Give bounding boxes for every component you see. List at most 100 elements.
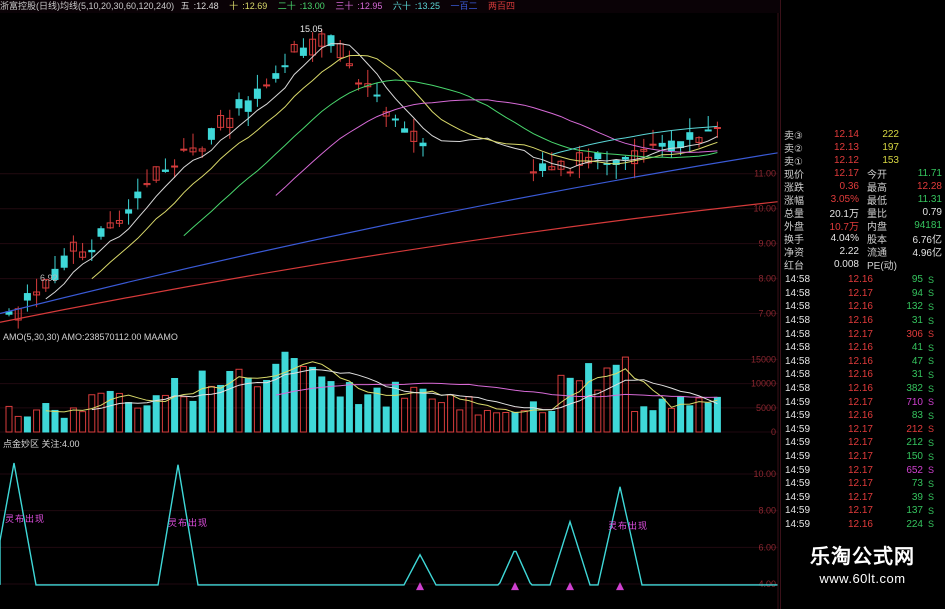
tick-trade-list[interactable]: 14:58 12.16 95 S 14:58 12.17 94 S 14:58 12.16 132 S… bbox=[781, 273, 945, 531]
tick-volume: 212 bbox=[906, 423, 923, 435]
stat-value-right: 6.76亿 bbox=[912, 235, 942, 246]
indicator-label: 点金妙区 关注:4.00 bbox=[3, 439, 80, 449]
ask-volume: 153 bbox=[882, 155, 899, 166]
volume-chart-panel[interactable]: AMO(5,30,30) AMO:238570112.00 MAAMO 1500… bbox=[0, 331, 780, 436]
svg-text:11.00: 11.00 bbox=[754, 169, 776, 179]
tick-row[interactable]: 14:58 12.16 95 S bbox=[781, 273, 945, 287]
tick-row[interactable]: 14:58 12.16 31 S bbox=[781, 314, 945, 328]
tick-row[interactable]: 14:59 12.17 137 S bbox=[781, 504, 945, 518]
tick-row[interactable]: 14:59 12.16 83 S bbox=[781, 409, 945, 423]
signal-label-3: 灵布出现 bbox=[608, 521, 649, 531]
tick-time: 14:58 bbox=[785, 383, 811, 395]
tick-row[interactable]: 14:58 12.16 382 S bbox=[781, 382, 945, 396]
ask-order-row[interactable]: 卖③ 12.14 222 bbox=[781, 128, 945, 142]
svg-text:8.00: 8.00 bbox=[758, 506, 776, 516]
tick-price: 12.16 bbox=[847, 355, 873, 367]
tick-row[interactable]: 14:59 12.17 652 S bbox=[781, 463, 945, 477]
tick-row[interactable]: 14:59 12.17 150 S bbox=[781, 450, 945, 464]
tick-flag-icon: S bbox=[927, 369, 934, 380]
ask-label: 卖③ bbox=[784, 131, 803, 142]
tick-row[interactable]: 14:58 12.16 132 S bbox=[781, 300, 945, 314]
ask-price: 12.14 bbox=[833, 129, 859, 140]
svg-text:10000: 10000 bbox=[751, 379, 776, 389]
price-chart-panel[interactable]: 11.00 10.00 9.00 8.00 7.00 15.05 6.92 bbox=[0, 13, 780, 331]
tick-flag-icon: S bbox=[927, 342, 934, 353]
tick-price: 12.17 bbox=[847, 451, 873, 463]
tick-row[interactable]: 14:58 12.16 31 S bbox=[781, 368, 945, 382]
tick-row[interactable]: 14:59 12.17 710 S bbox=[781, 395, 945, 409]
tick-flag-icon: S bbox=[927, 410, 934, 421]
tick-volume: 47 bbox=[911, 355, 923, 367]
tick-row[interactable]: 14:59 12.17 212 S bbox=[781, 423, 945, 437]
tick-row[interactable]: 14:58 12.16 41 S bbox=[781, 341, 945, 355]
ask-price: 12.12 bbox=[833, 155, 859, 166]
tick-time: 14:58 bbox=[785, 342, 811, 354]
quote-stat-row: 现价 12.17 今开 11.71 bbox=[781, 167, 945, 181]
tick-volume: 710 bbox=[906, 396, 923, 408]
stat-label-left: 外盘 bbox=[784, 222, 804, 233]
stat-value-left: 0.008 bbox=[833, 259, 859, 270]
tick-price: 12.16 bbox=[847, 274, 873, 286]
stat-label-left: 涨跌 bbox=[784, 183, 804, 194]
watermark-url: www.60lt.com bbox=[819, 571, 906, 586]
svg-text:6.00: 6.00 bbox=[758, 542, 776, 552]
tick-row[interactable]: 14:58 12.17 94 S bbox=[781, 287, 945, 301]
tick-row[interactable]: 14:59 12.17 212 S bbox=[781, 436, 945, 450]
tick-time: 14:59 bbox=[785, 423, 811, 435]
quote-panel[interactable]: 卖③ 12.14 222 卖② 12.13 197 卖① 12.12 153 现价 12.17 今开… bbox=[780, 0, 945, 609]
ma120-readout: 一百二 bbox=[450, 1, 478, 11]
tick-volume: 212 bbox=[906, 437, 923, 449]
tick-price: 12.16 bbox=[847, 369, 873, 381]
tick-flag-icon: S bbox=[927, 383, 934, 394]
tick-volume: 95 bbox=[911, 274, 923, 286]
svg-text:5000: 5000 bbox=[756, 403, 776, 413]
quote-stat-row: 外盘 10.7万 内盘 94181 bbox=[781, 219, 945, 233]
tick-flag-icon: S bbox=[927, 465, 934, 476]
ask-label: 卖② bbox=[784, 144, 803, 155]
tick-volume: 94 bbox=[911, 287, 923, 299]
stat-value-right: 0.79 bbox=[922, 207, 942, 218]
tick-volume: 224 bbox=[906, 518, 923, 530]
tick-row[interactable]: 14:59 12.17 39 S bbox=[781, 491, 945, 505]
tick-time: 14:58 bbox=[785, 287, 811, 299]
stat-value-right: 94181 bbox=[914, 220, 942, 231]
signal-label-1: 灵布出现 bbox=[5, 514, 46, 524]
indicator-chart-panel[interactable]: 点金妙区 关注:4.00 10.00 8.00 6.00 4.00 bbox=[0, 436, 780, 609]
stat-value-left: 2.22 bbox=[839, 246, 859, 257]
ma30-readout: 三十:12.95 bbox=[335, 1, 383, 11]
svg-text:9.00: 9.00 bbox=[758, 239, 776, 249]
volume-indicator-label: AMO(5,30,30) AMO:238570112.00 MAAMO bbox=[3, 332, 178, 342]
svg-text:0: 0 bbox=[771, 427, 776, 436]
tick-flag-icon: S bbox=[927, 274, 934, 285]
tick-row[interactable]: 14:59 12.17 73 S bbox=[781, 477, 945, 491]
svg-text:7.00: 7.00 bbox=[758, 309, 776, 319]
tick-row[interactable]: 14:59 12.16 224 S bbox=[781, 518, 945, 532]
tick-flag-icon: S bbox=[927, 505, 934, 516]
tick-flag-icon: S bbox=[927, 288, 934, 299]
tick-row[interactable]: 14:58 12.16 47 S bbox=[781, 355, 945, 369]
stat-label-left: 涨幅 bbox=[784, 196, 804, 207]
tick-flag-icon: S bbox=[927, 424, 934, 435]
quote-stat-row: 涨跌 0.36 最高 12.28 bbox=[781, 180, 945, 194]
tick-price: 12.16 bbox=[847, 410, 873, 422]
ask-volume: 197 bbox=[882, 142, 899, 153]
tick-volume: 150 bbox=[906, 451, 923, 463]
stat-value-right: 4.96亿 bbox=[912, 248, 942, 259]
tick-price: 12.16 bbox=[847, 342, 873, 354]
chart-title: 浙富控股(日线)均线(5,10,20,30,60,120,240) bbox=[0, 1, 175, 11]
tick-time: 14:58 bbox=[785, 301, 811, 313]
ask-order-row[interactable]: 卖① 12.12 153 bbox=[781, 154, 945, 168]
tick-volume: 137 bbox=[906, 505, 923, 517]
ask-order-row[interactable]: 卖② 12.13 197 bbox=[781, 141, 945, 155]
tick-price: 12.17 bbox=[847, 423, 873, 435]
svg-text:8.00: 8.00 bbox=[758, 274, 776, 284]
stat-label-right: 最低 bbox=[867, 196, 887, 207]
svg-text:10.00: 10.00 bbox=[753, 469, 776, 479]
tick-flag-icon: S bbox=[927, 397, 934, 408]
stat-label-left: 红台 bbox=[784, 261, 804, 272]
tick-row[interactable]: 14:58 12.17 306 S bbox=[781, 327, 945, 341]
tick-price: 12.17 bbox=[847, 396, 873, 408]
stat-label-right: 量比 bbox=[867, 209, 887, 220]
ma240-readout: 两百四 bbox=[488, 1, 516, 11]
